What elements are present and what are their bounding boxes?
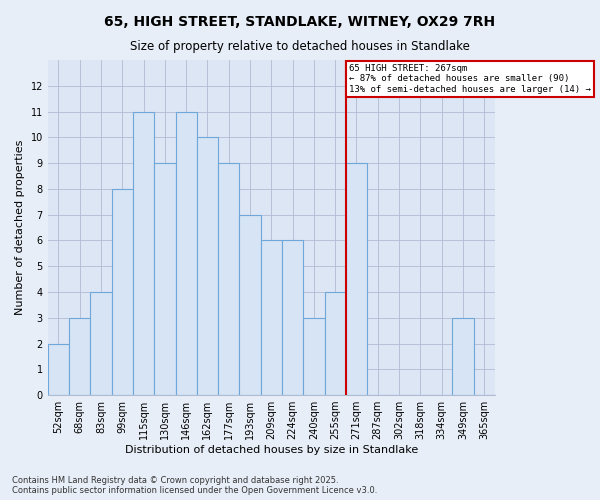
Y-axis label: Number of detached properties: Number of detached properties (15, 140, 25, 315)
Text: Contains HM Land Registry data © Crown copyright and database right 2025.
Contai: Contains HM Land Registry data © Crown c… (12, 476, 377, 495)
X-axis label: Distribution of detached houses by size in Standlake: Distribution of detached houses by size … (125, 445, 418, 455)
Bar (260, 240, 282, 395)
Text: 65 HIGH STREET: 267sqm
← 87% of detached houses are smaller (90)
13% of semi-det: 65 HIGH STREET: 267sqm ← 87% of detached… (349, 64, 591, 94)
Bar (325, 292, 346, 395)
Bar (69, 318, 91, 395)
Bar (48, 344, 69, 395)
Bar (176, 112, 197, 395)
Text: Size of property relative to detached houses in Standlake: Size of property relative to detached ho… (130, 40, 470, 53)
Text: 65, HIGH STREET, STANDLAKE, WITNEY, OX29 7RH: 65, HIGH STREET, STANDLAKE, WITNEY, OX29… (104, 15, 496, 29)
Bar (452, 318, 473, 395)
Bar (133, 112, 154, 395)
Bar (91, 292, 112, 395)
Bar (282, 240, 303, 395)
Bar (197, 138, 218, 395)
Bar (218, 163, 239, 395)
Bar (154, 163, 176, 395)
Bar (239, 214, 260, 395)
Bar (303, 318, 325, 395)
Bar (112, 189, 133, 395)
Bar (346, 163, 367, 395)
